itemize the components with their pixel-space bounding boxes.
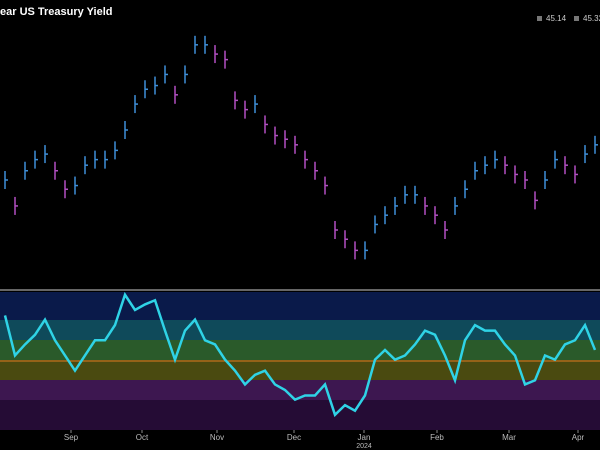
band (0, 292, 600, 320)
x-tick-label: Dec (287, 433, 301, 442)
oscillator-bands (0, 292, 600, 430)
legend-value: 45.14 (546, 14, 567, 23)
oscillator-line (3, 291, 597, 418)
x-tick-label: Feb (430, 433, 444, 442)
x-tick-label: Nov (210, 433, 224, 442)
x-tick-label: Jan (358, 433, 371, 442)
legend-icon (574, 16, 579, 21)
band (0, 380, 600, 400)
x-tick-label: Apr (572, 433, 585, 442)
legend-value: 45.32 (583, 14, 600, 23)
legend-icon (537, 16, 542, 21)
band (0, 320, 600, 340)
x-tick-label: Oct (136, 433, 149, 442)
x-tick-label: Mar (502, 433, 516, 442)
chart-title: ear US Treasury Yield (0, 6, 113, 18)
band (0, 360, 600, 380)
x-tick-label: Sep (64, 433, 79, 442)
band (0, 340, 600, 360)
band (0, 400, 600, 430)
year-label: 2024 (356, 443, 372, 450)
